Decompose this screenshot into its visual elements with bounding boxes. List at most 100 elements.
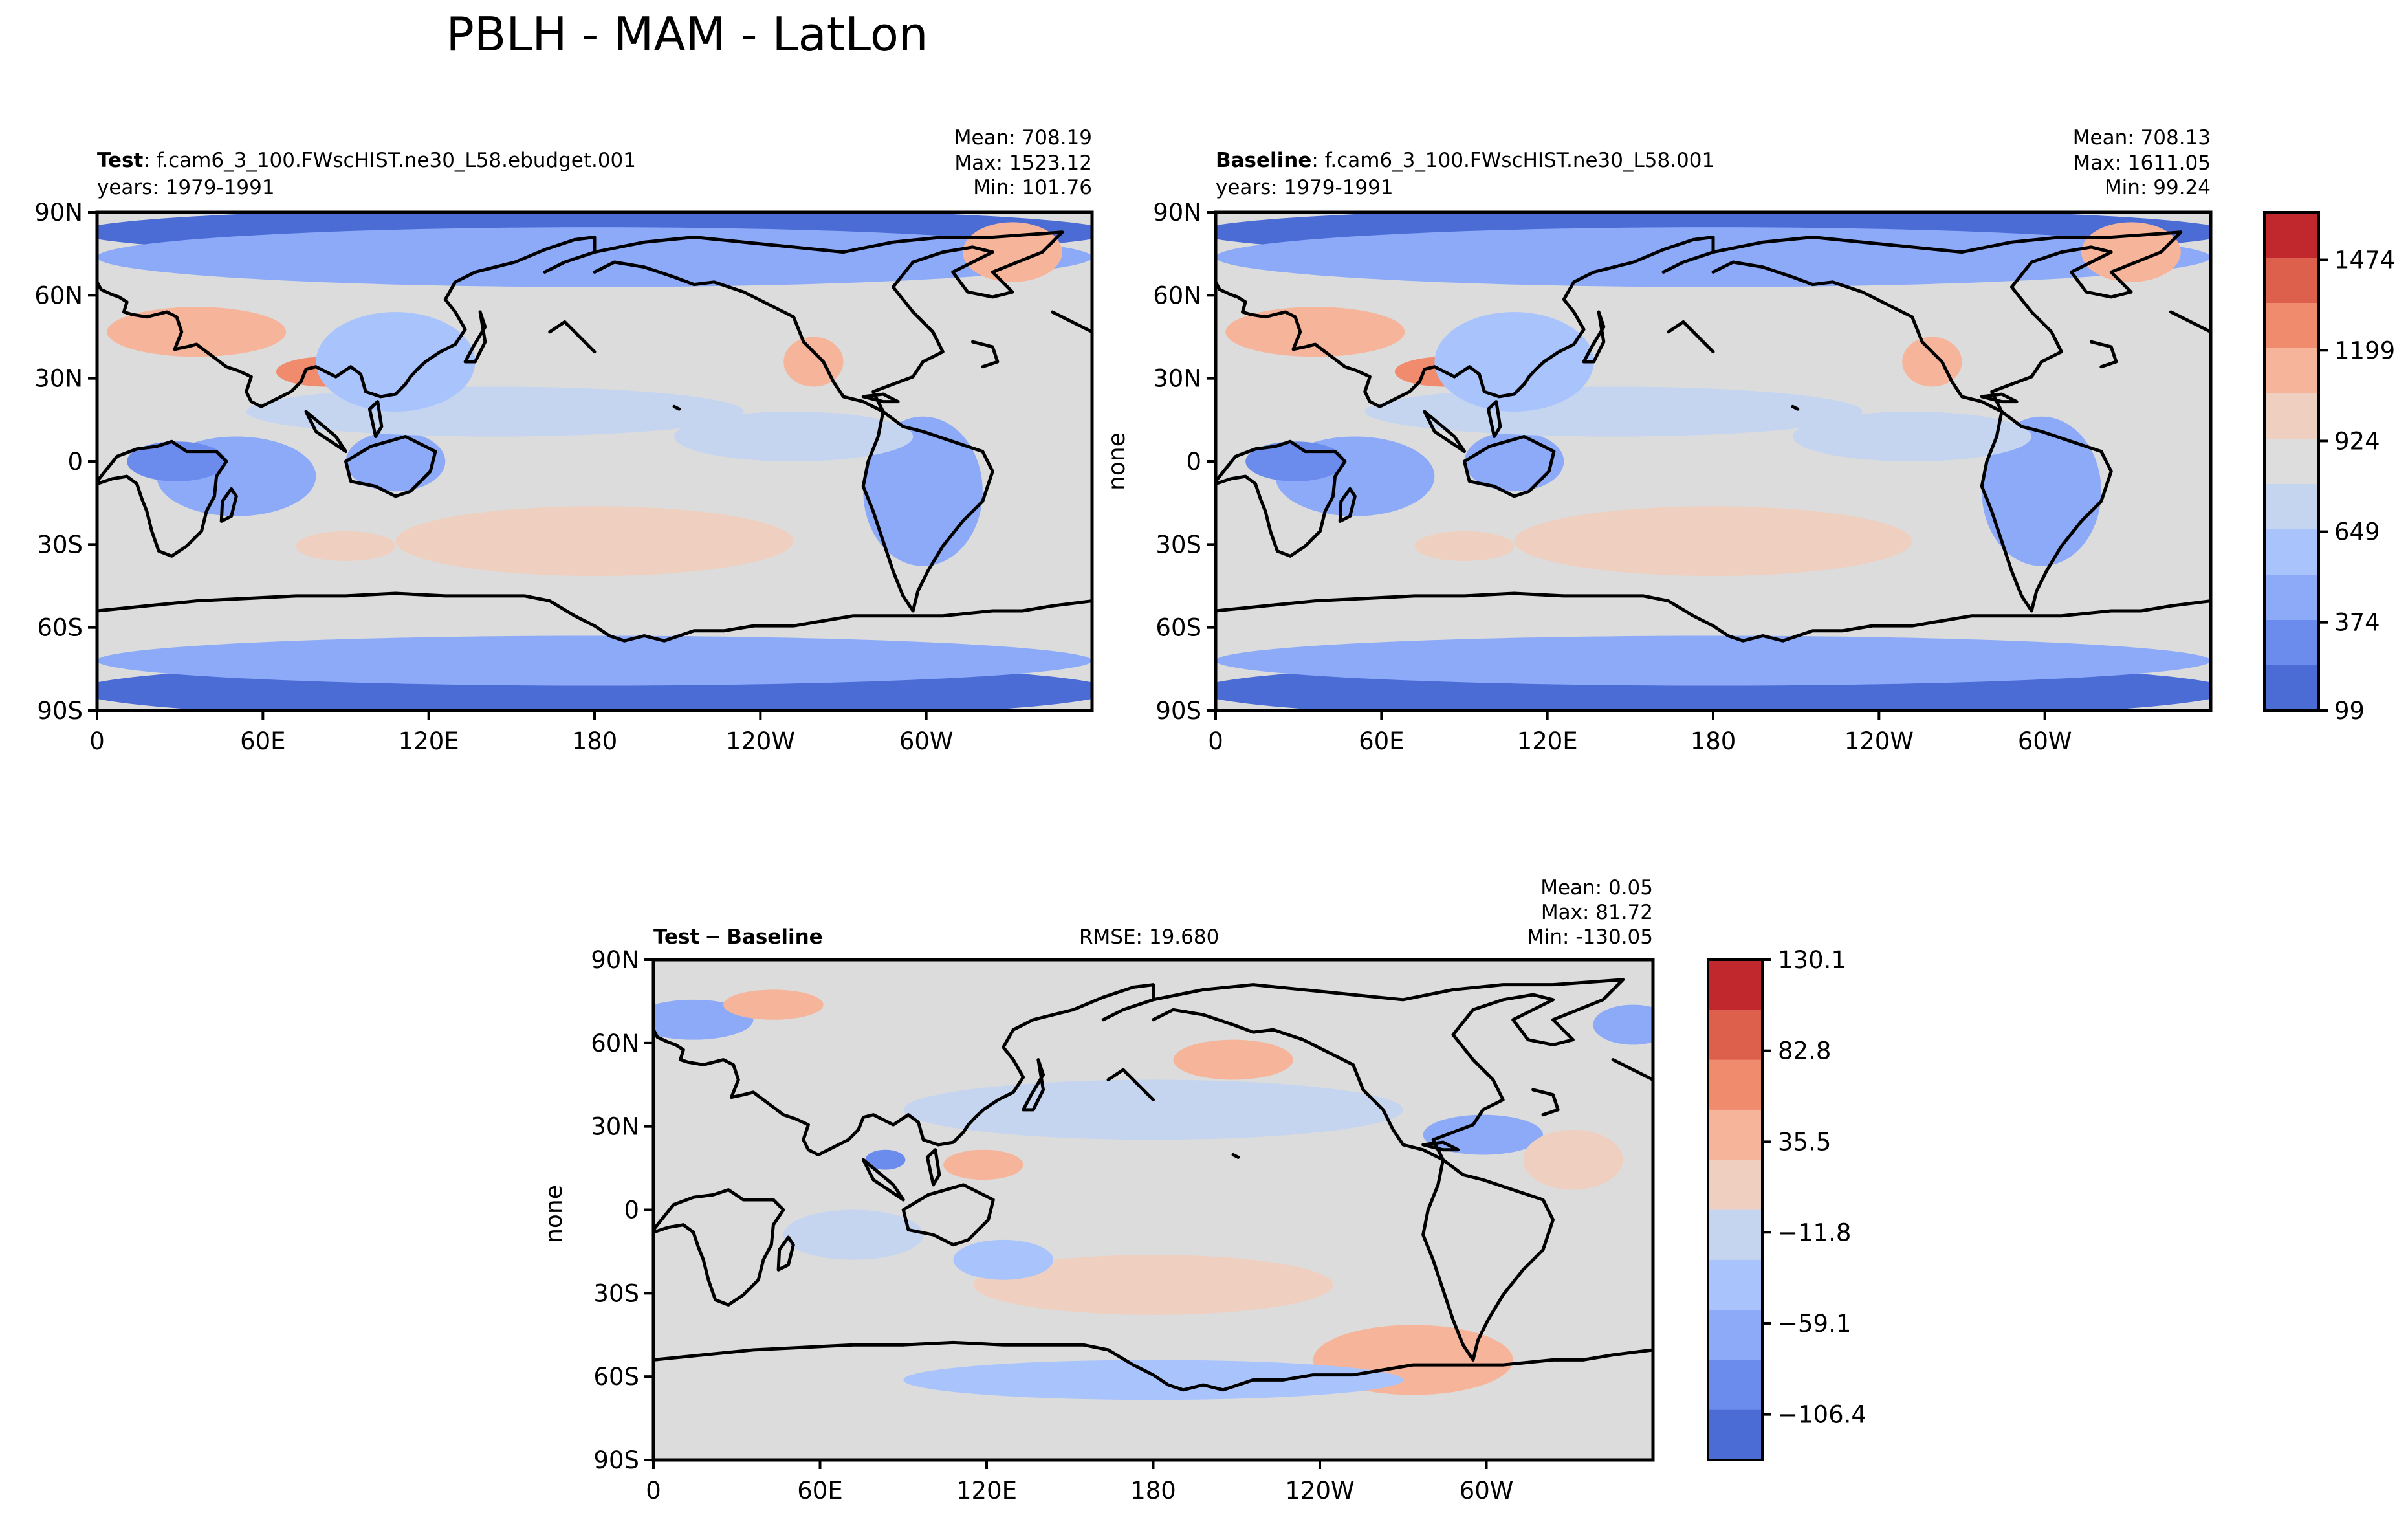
colorbar-diff: 130.1 82.8 35.5 −11.8 −59.1 −106.4 xyxy=(1707,946,1866,1461)
colorbar-tick-label: −106.4 xyxy=(1778,1401,1866,1429)
panel-baseline-label: : f.cam6_3_100.FWscHIST.ne30_L58.001 xyxy=(1311,149,1714,172)
colorbar-frame xyxy=(2263,211,2320,712)
colorbar-tick-label: 374 xyxy=(2334,609,2380,637)
panel-test-label: : f.cam6_3_100.FWscHIST.ne30_L58.ebudget… xyxy=(143,149,636,172)
colorbar-segment xyxy=(2264,303,2319,349)
colorbar-tick-label: 99 xyxy=(2334,697,2365,725)
field-patch xyxy=(723,989,824,1020)
field-patch xyxy=(1414,531,1515,562)
ytick-label: 60N xyxy=(591,1030,639,1057)
colorbar-segment xyxy=(2264,348,2319,394)
colorbar-segment xyxy=(1708,1209,1762,1261)
ytick-label: 90N xyxy=(1153,199,1201,226)
colorbar-segment xyxy=(2264,212,2319,258)
colorbar-tick-label: 82.8 xyxy=(1778,1037,1831,1065)
field-patch xyxy=(2081,222,2181,282)
panel-difference: Test − Baseline RMSE: 19.680 Mean: 0.05 Ma… xyxy=(541,876,1655,1505)
field-patch xyxy=(1793,412,2032,461)
xtick-label: 60E xyxy=(240,727,285,755)
field-patch xyxy=(865,1149,906,1170)
colorbar-tick-label: −11.8 xyxy=(1778,1219,1851,1246)
field-patch xyxy=(674,412,914,461)
panel-diff-rmse: RMSE: 19.680 xyxy=(1079,925,1219,949)
field-patch xyxy=(395,506,794,577)
colorbar-tick-label: 1474 xyxy=(2334,247,2395,274)
panel-baseline-mean: Mean: 708.13 xyxy=(2073,126,2211,149)
field-patch xyxy=(107,307,287,357)
ytick-label: 60S xyxy=(593,1363,639,1391)
xtick-label: 180 xyxy=(1691,727,1736,755)
colorbar-segment xyxy=(2264,258,2319,304)
colorbar-tick-label: −59.1 xyxy=(1778,1310,1851,1338)
panel-diff-label-b: Baseline xyxy=(727,925,822,949)
field-patch xyxy=(943,1149,1023,1180)
xtick-label: 60W xyxy=(1460,1477,1514,1505)
field-patch xyxy=(1514,506,1912,577)
ytick-label: 0 xyxy=(624,1197,639,1224)
colorbar-tick-label: 649 xyxy=(2334,518,2380,546)
panel-baseline-ylabel: none xyxy=(1104,432,1130,491)
panel-diff-min: Min: -130.05 xyxy=(1527,925,1653,949)
field-patch xyxy=(783,337,844,387)
field-patch xyxy=(1982,416,2101,566)
panel-baseline-years: years: 1979-1991 xyxy=(1216,176,1394,199)
field-patch xyxy=(1216,635,2211,686)
panel-diff-minus: − xyxy=(705,925,721,949)
colorbar-segment xyxy=(1708,1160,1762,1211)
svg-text:Test: f.cam6_3_100.FWscHIST.ne: Test: f.cam6_3_100.FWscHIST.ne30_L58.ebu… xyxy=(97,149,636,172)
xtick-label: 120E xyxy=(1517,727,1578,755)
xtick-label: 120W xyxy=(1285,1477,1354,1505)
panel-diff-mean: Mean: 0.05 xyxy=(1540,876,1653,900)
field-patch xyxy=(1902,337,1962,387)
field-patch xyxy=(296,531,396,562)
ytick-label: 90N xyxy=(34,199,83,226)
ytick-label: 30N xyxy=(591,1113,639,1141)
ytick-label: 30S xyxy=(1155,531,1201,558)
ytick-label: 60S xyxy=(37,614,83,642)
panel-baseline-map xyxy=(1216,212,2211,711)
ytick-label: 0 xyxy=(67,448,83,476)
colorbar-segment xyxy=(1708,1409,1762,1461)
xtick-label: 60E xyxy=(1359,727,1404,755)
panel-baseline-min: Min: 99.24 xyxy=(2105,176,2211,199)
field-patch xyxy=(97,635,1092,686)
colorbar-segment xyxy=(2264,484,2319,530)
field-patch xyxy=(316,312,476,412)
colorbar-segment xyxy=(2264,620,2319,666)
colorbar-segment xyxy=(2264,439,2319,485)
ytick-label: 30S xyxy=(37,531,83,558)
xtick-label: 0 xyxy=(89,727,105,755)
field-patch xyxy=(1593,1004,1653,1045)
xtick-label: 0 xyxy=(1208,727,1223,755)
xtick-label: 180 xyxy=(572,727,618,755)
ytick-label: 30N xyxy=(34,365,83,393)
colorbar-segment xyxy=(2264,665,2319,711)
panel-test-mean: Mean: 708.19 xyxy=(954,126,1092,149)
field-patch xyxy=(783,1209,924,1260)
panel-test-label-bold: Test xyxy=(97,149,144,172)
xtick-label: 120W xyxy=(726,727,795,755)
panel-baseline-label-bold: Baseline xyxy=(1216,149,1311,172)
colorbar-tick-label: 1199 xyxy=(2334,337,2395,364)
field-patch xyxy=(246,386,744,437)
panel-diff-max: Max: 81.72 xyxy=(1541,901,1653,924)
xtick-label: 120E xyxy=(399,727,459,755)
field-patch xyxy=(1523,1129,1623,1190)
panel-diff-label-a: Test xyxy=(653,925,700,949)
panel-test-map xyxy=(97,212,1092,711)
panel-baseline-max: Max: 1611.05 xyxy=(2073,151,2211,175)
field-patch xyxy=(97,227,1092,287)
field-patch xyxy=(1173,1039,1293,1080)
colorbar-top: 1474 1199 924 649 374 99 xyxy=(2263,211,2395,725)
colorbar-segment xyxy=(1708,1109,1762,1161)
colorbar-segment xyxy=(1708,1259,1762,1311)
colorbar-segment xyxy=(1708,1010,1762,1061)
colorbar-tick-label: 130.1 xyxy=(1778,946,1846,974)
xtick-label: 120W xyxy=(1844,727,1914,755)
figure-title: PBLH - MAM - LatLon xyxy=(446,7,928,61)
colorbar-segment xyxy=(2264,393,2319,439)
colorbar-tick-label: 924 xyxy=(2334,427,2380,455)
field-patch xyxy=(1423,1114,1544,1155)
xtick-label: 60W xyxy=(2018,727,2072,755)
